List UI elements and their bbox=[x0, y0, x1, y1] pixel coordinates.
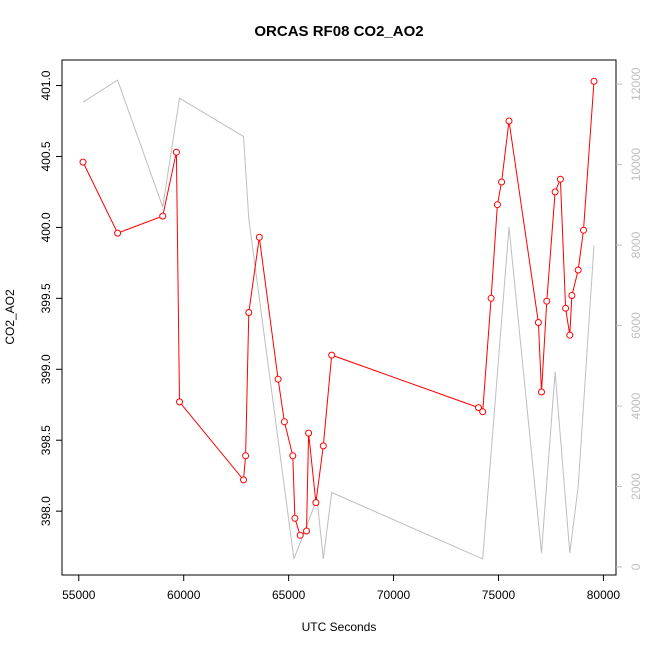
y-tick-label: 400.5 bbox=[39, 141, 53, 171]
data-point bbox=[289, 452, 297, 460]
chart-title: ORCAS RF08 CO2_AO2 bbox=[254, 23, 423, 40]
y2-tick-label: 0 bbox=[629, 563, 643, 570]
data-point bbox=[242, 452, 250, 460]
data-point bbox=[319, 442, 327, 450]
data-point bbox=[538, 388, 545, 396]
data-point bbox=[568, 292, 576, 299]
y2-tick-label: 8000 bbox=[629, 231, 643, 258]
series-layer bbox=[79, 77, 598, 560]
data-point bbox=[303, 527, 310, 535]
y-tick-label: 399.0 bbox=[39, 354, 53, 384]
series-line-right bbox=[82, 79, 595, 560]
y-tick-label: 398.0 bbox=[39, 496, 53, 526]
data-point bbox=[580, 226, 587, 234]
y2-tick-label: 2000 bbox=[629, 473, 643, 500]
data-point bbox=[274, 375, 282, 383]
data-point bbox=[475, 404, 482, 412]
data-point bbox=[291, 514, 299, 522]
data-point bbox=[590, 77, 598, 85]
data-point bbox=[562, 304, 570, 312]
data-point bbox=[328, 351, 336, 359]
y-tick-label: 399.5 bbox=[39, 283, 53, 313]
data-point bbox=[114, 229, 122, 237]
data-point bbox=[498, 178, 506, 186]
data-point bbox=[534, 319, 542, 326]
data-point bbox=[79, 158, 87, 166]
data-point bbox=[255, 233, 263, 241]
data-point bbox=[312, 499, 320, 507]
plot-frame bbox=[61, 59, 617, 576]
x-axis: 55000 60000 65000 70000 75000 80000 bbox=[62, 575, 620, 602]
x-tick-label: 80000 bbox=[587, 588, 621, 602]
data-point bbox=[551, 188, 559, 196]
x-tick-label: 75000 bbox=[482, 588, 516, 602]
data-point bbox=[505, 117, 513, 125]
y-tick-label: 398.5 bbox=[39, 425, 53, 455]
x-tick-label: 55000 bbox=[62, 588, 96, 602]
x-tick-label: 70000 bbox=[377, 588, 411, 602]
data-point bbox=[543, 297, 551, 305]
data-point bbox=[296, 531, 304, 539]
data-point bbox=[159, 212, 167, 220]
x-tick-label: 65000 bbox=[272, 588, 306, 602]
y2-tick-label: 12000 bbox=[629, 67, 643, 101]
y-axis-right: 0 2000 4000 6000 8000 10000 12000 bbox=[616, 67, 643, 570]
data-point bbox=[172, 148, 180, 156]
data-point bbox=[305, 429, 313, 437]
data-point bbox=[493, 201, 501, 209]
x-tick-label: 60000 bbox=[167, 588, 201, 602]
data-point bbox=[574, 266, 582, 274]
y-tick-label: 400.0 bbox=[39, 212, 53, 242]
data-point bbox=[240, 476, 247, 484]
data-point bbox=[479, 408, 487, 416]
y-tick-label: 401.0 bbox=[39, 70, 53, 100]
data-point bbox=[245, 309, 253, 316]
x-axis-label: UTC Seconds bbox=[302, 620, 377, 634]
data-point bbox=[280, 418, 288, 426]
data-point bbox=[556, 175, 564, 183]
y2-tick-label: 4000 bbox=[629, 392, 643, 419]
y2-tick-label: 10000 bbox=[629, 148, 643, 182]
data-point bbox=[487, 294, 495, 302]
data-point bbox=[176, 398, 183, 406]
data-point bbox=[566, 331, 574, 339]
y2-tick-label: 6000 bbox=[629, 312, 643, 339]
series-line-co2 bbox=[82, 81, 595, 537]
y-axis-left: 398.0 398.5 399.0 399.5 400.0 400.5 401.0 bbox=[39, 70, 62, 526]
y-axis-label: CO2_AO2 bbox=[3, 289, 17, 345]
